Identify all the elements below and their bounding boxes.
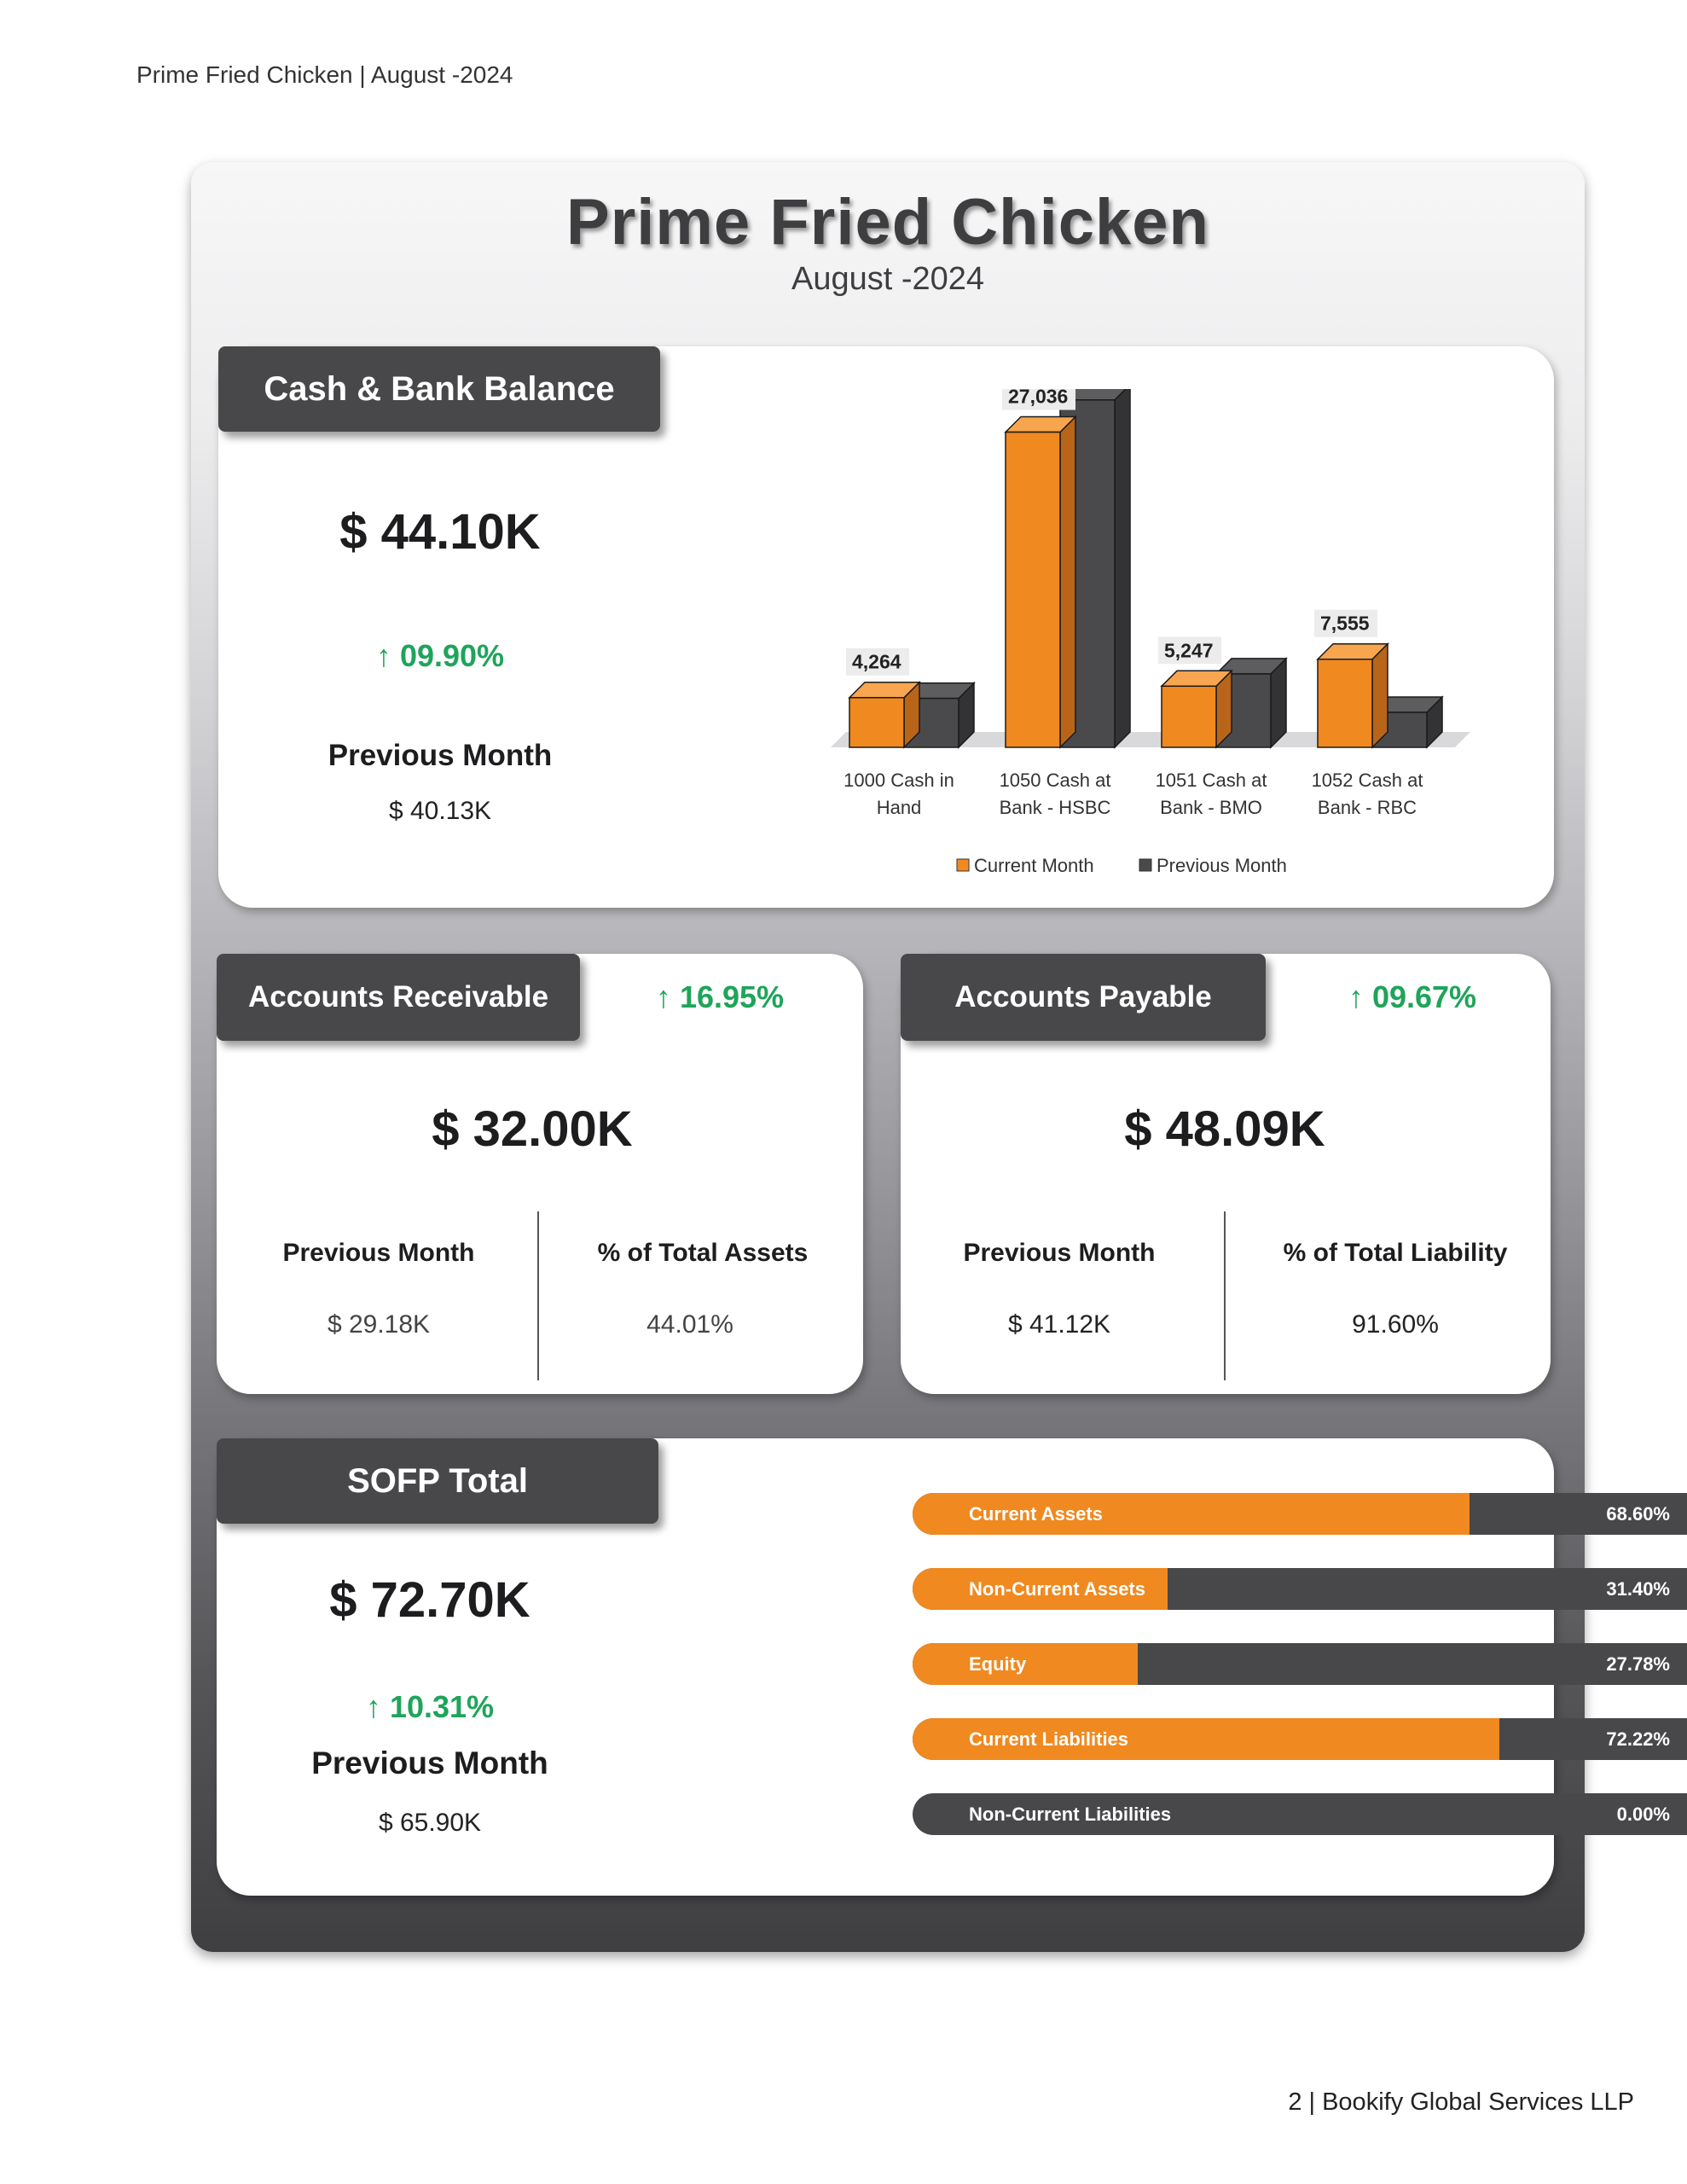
category-label: 1051 Cash at <box>1156 770 1267 791</box>
sofp-bar-percent: 27.78% <box>1606 1653 1670 1675</box>
sofp-total: $ 72.70K <box>329 1572 530 1628</box>
data-label-box <box>1002 389 1075 410</box>
legend-swatch-previous <box>1139 858 1152 872</box>
dashboard-title: Prime Fried Chicken <box>566 186 1209 258</box>
bar-previous-month-side <box>1114 389 1131 749</box>
ar-pct-value: 44.01% <box>646 1310 733 1339</box>
sofp-change: ↑ 10.31% <box>365 1689 495 1724</box>
ar-prev-label: Previous Month <box>282 1239 475 1267</box>
bar-current-month <box>1005 431 1061 748</box>
cash-bank-chart: 4,264 1000 Cash in Hand 27,036 1050 Cash at B… <box>831 389 1470 876</box>
sofp-bar-current-liabilities: Current Liabilities 72.22% <box>913 1718 1687 1760</box>
bar-current-month-side <box>1059 415 1076 749</box>
ar-prev-value: $ 29.18K <box>327 1310 431 1339</box>
sofp-bar-equity: Equity 27.78% <box>913 1643 1687 1685</box>
sofp-bar-non-current-liabilities: Non-Current Liabilities 0.00% <box>913 1793 1687 1835</box>
sofp-bar-label: Equity <box>969 1653 1027 1675</box>
dashboard-panel: Prime Fried Chicken August -2024 Cash & … <box>191 162 1687 1952</box>
bar-current-month-side <box>1371 642 1388 749</box>
ap-total: $ 48.09K <box>1124 1101 1325 1157</box>
legend-current-month: Current Month <box>974 855 1094 876</box>
category-label: 1000 Cash in <box>844 770 954 791</box>
category-label: Bank - HSBC <box>1000 797 1111 818</box>
sofp-bar-percent: 68.60% <box>1606 1503 1670 1525</box>
data-label: 5,247 <box>1164 639 1214 661</box>
accounts-receivable-header: Accounts Receivable <box>217 954 580 1041</box>
sofp-bar-current-assets: Current Assets 68.60% <box>913 1493 1687 1535</box>
data-label-box <box>846 648 909 676</box>
sofp-header: SOFP Total <box>217 1438 658 1524</box>
ap-prev-label: Previous Month <box>963 1239 1156 1267</box>
ap-prev-value: $ 41.12K <box>1007 1310 1111 1339</box>
category-label: Bank - BMO <box>1160 797 1262 818</box>
sofp-bar-label: Non-Current Assets <box>969 1578 1145 1600</box>
ap-pct-value: 91.60% <box>1352 1310 1439 1339</box>
dashboard-subtitle: August -2024 <box>791 261 985 297</box>
accounts-payable-card: Accounts Payable ↑ 09.67% $ 48.09K Previ… <box>901 954 1551 1394</box>
ar-change: ↑ 16.95% <box>655 979 785 1014</box>
ar-total: $ 32.00K <box>432 1101 633 1157</box>
sofp-bar-fill <box>913 1568 1168 1610</box>
sofp-bar-label: Current Assets <box>969 1503 1103 1525</box>
cash-total: $ 44.10K <box>339 504 541 560</box>
sofp-bar-fill <box>913 1718 1499 1760</box>
accounts-payable-header: Accounts Payable <box>901 954 1266 1041</box>
sofp-bar-percent: 0.00% <box>1616 1804 1670 1825</box>
sofp-bar-fill <box>913 1493 1470 1535</box>
bar-current-month <box>1161 685 1217 748</box>
ap-divider <box>1224 1211 1226 1380</box>
accounts-receivable-card: Accounts Receivable ↑ 16.95% $ 32.00K Pr… <box>217 954 863 1394</box>
sofp-bar-label: Non-Current Liabilities <box>969 1804 1172 1825</box>
data-label-box <box>1158 636 1221 665</box>
ap-change: ↑ 09.67% <box>1348 979 1477 1014</box>
page-header: Prime Fried Chicken | August -2024 <box>136 61 513 88</box>
data-label: 7,555 <box>1320 613 1370 635</box>
cash-bank-card: Cash & Bank Balance $ 44.10K ↑ 09.90% Pr… <box>218 346 1554 908</box>
sofp-bar-label: Current Liabilities <box>969 1728 1129 1750</box>
sofp-bar-fill <box>913 1643 1139 1685</box>
data-label: 4,264 <box>852 651 901 673</box>
category-label: 1052 Cash at <box>1312 770 1423 791</box>
data-label-box <box>1314 609 1377 637</box>
bar-current-month <box>1317 658 1373 748</box>
chart-floor <box>831 732 1470 747</box>
category-label: Bank - RBC <box>1318 797 1417 818</box>
ar-pct-label: % of Total Assets <box>597 1239 809 1267</box>
bar-current-month <box>849 696 905 748</box>
sofp-bar-percent: 31.40% <box>1606 1578 1670 1600</box>
legend-swatch-current <box>956 858 970 872</box>
sofp-bar-percent: 72.22% <box>1606 1728 1670 1750</box>
cash-prev-value: $ 40.13K <box>388 797 492 825</box>
sofp-bar-non-current-assets: Non-Current Assets 31.40% <box>913 1568 1687 1610</box>
data-label: 27,036 <box>1008 389 1068 408</box>
category-label: Hand <box>877 797 922 818</box>
page-footer: 2 | Bookify Global Services LLP <box>1288 2088 1634 2116</box>
sofp-prev-value: $ 65.90K <box>378 1809 482 1837</box>
ap-pct-label: % of Total Liability <box>1283 1239 1508 1267</box>
cash-bank-header: Cash & Bank Balance <box>218 346 660 432</box>
cash-prev-label: Previous Month <box>328 739 553 772</box>
ar-divider <box>537 1211 539 1380</box>
cash-change: ↑ 09.90% <box>375 638 505 673</box>
sofp-prev-label: Previous Month <box>311 1745 548 1780</box>
category-label: 1050 Cash at <box>1000 770 1111 791</box>
sofp-card: SOFP Total $ 72.70K ↑ 10.31% Previous Mo… <box>217 1438 1687 1896</box>
legend-previous-month: Previous Month <box>1157 855 1287 876</box>
